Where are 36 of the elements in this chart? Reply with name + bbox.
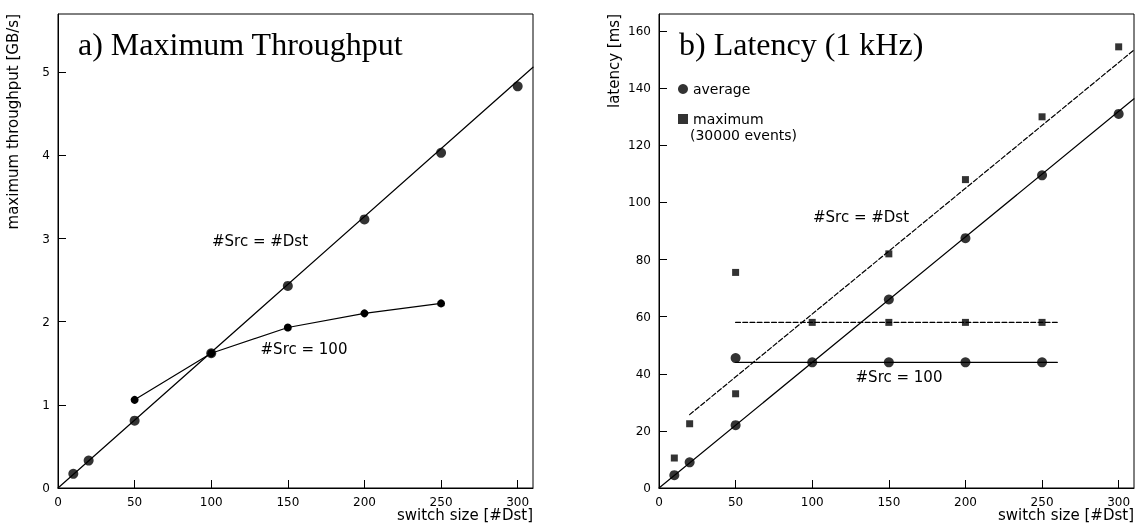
x-tick-label: 200: [953, 495, 977, 509]
annotation: #Src = #Dst: [812, 208, 909, 226]
y-tick-label: 120: [627, 138, 651, 153]
legend-label: average: [692, 81, 750, 97]
y-tick-label: 0: [42, 481, 50, 495]
legend-label: maximum: [692, 111, 764, 127]
x-tick-label: 50: [727, 495, 743, 509]
y-axis-title: latency [ms]: [604, 14, 623, 108]
x-tick-label: 0: [654, 495, 663, 509]
y-tick-label: 1: [42, 397, 50, 412]
y-tick-label: 40: [635, 366, 651, 381]
x-tick-label: 150: [276, 495, 300, 509]
chart-title: a) Maximum Throughput: [78, 26, 403, 62]
y-tick-label: 3: [42, 231, 50, 246]
y-tick-label: 80: [635, 252, 651, 267]
y-tick-label: 4: [42, 148, 50, 163]
x-tick-label: 100: [800, 495, 824, 509]
x-tick-label: 150: [876, 495, 900, 509]
chart-title: b) Latency (1 kHz): [678, 26, 923, 62]
annotation: (30000 events): [689, 127, 797, 143]
x-tick-label: 0: [54, 495, 62, 509]
annotation: #Src = 100: [855, 368, 942, 386]
y-tick-label: 100: [627, 195, 651, 210]
y-tick-label: 20: [635, 423, 651, 438]
x-tick-label: 200: [353, 495, 376, 509]
x-tick-label: 100: [199, 495, 223, 509]
y-tick-label: 5: [42, 65, 50, 80]
annotation: #Src = 100: [260, 340, 348, 358]
y-tick-label: 60: [635, 309, 651, 324]
y-axis-title: maximum throughput [GB/s]: [4, 14, 22, 230]
y-tick-label: 140: [627, 81, 651, 96]
y-tick-label: 160: [627, 24, 651, 39]
y-tick-label: 0: [642, 481, 651, 495]
annotation: #Src = #Dst: [211, 232, 309, 250]
y-tick-label: 2: [42, 314, 50, 329]
x-tick-label: 50: [126, 495, 143, 509]
